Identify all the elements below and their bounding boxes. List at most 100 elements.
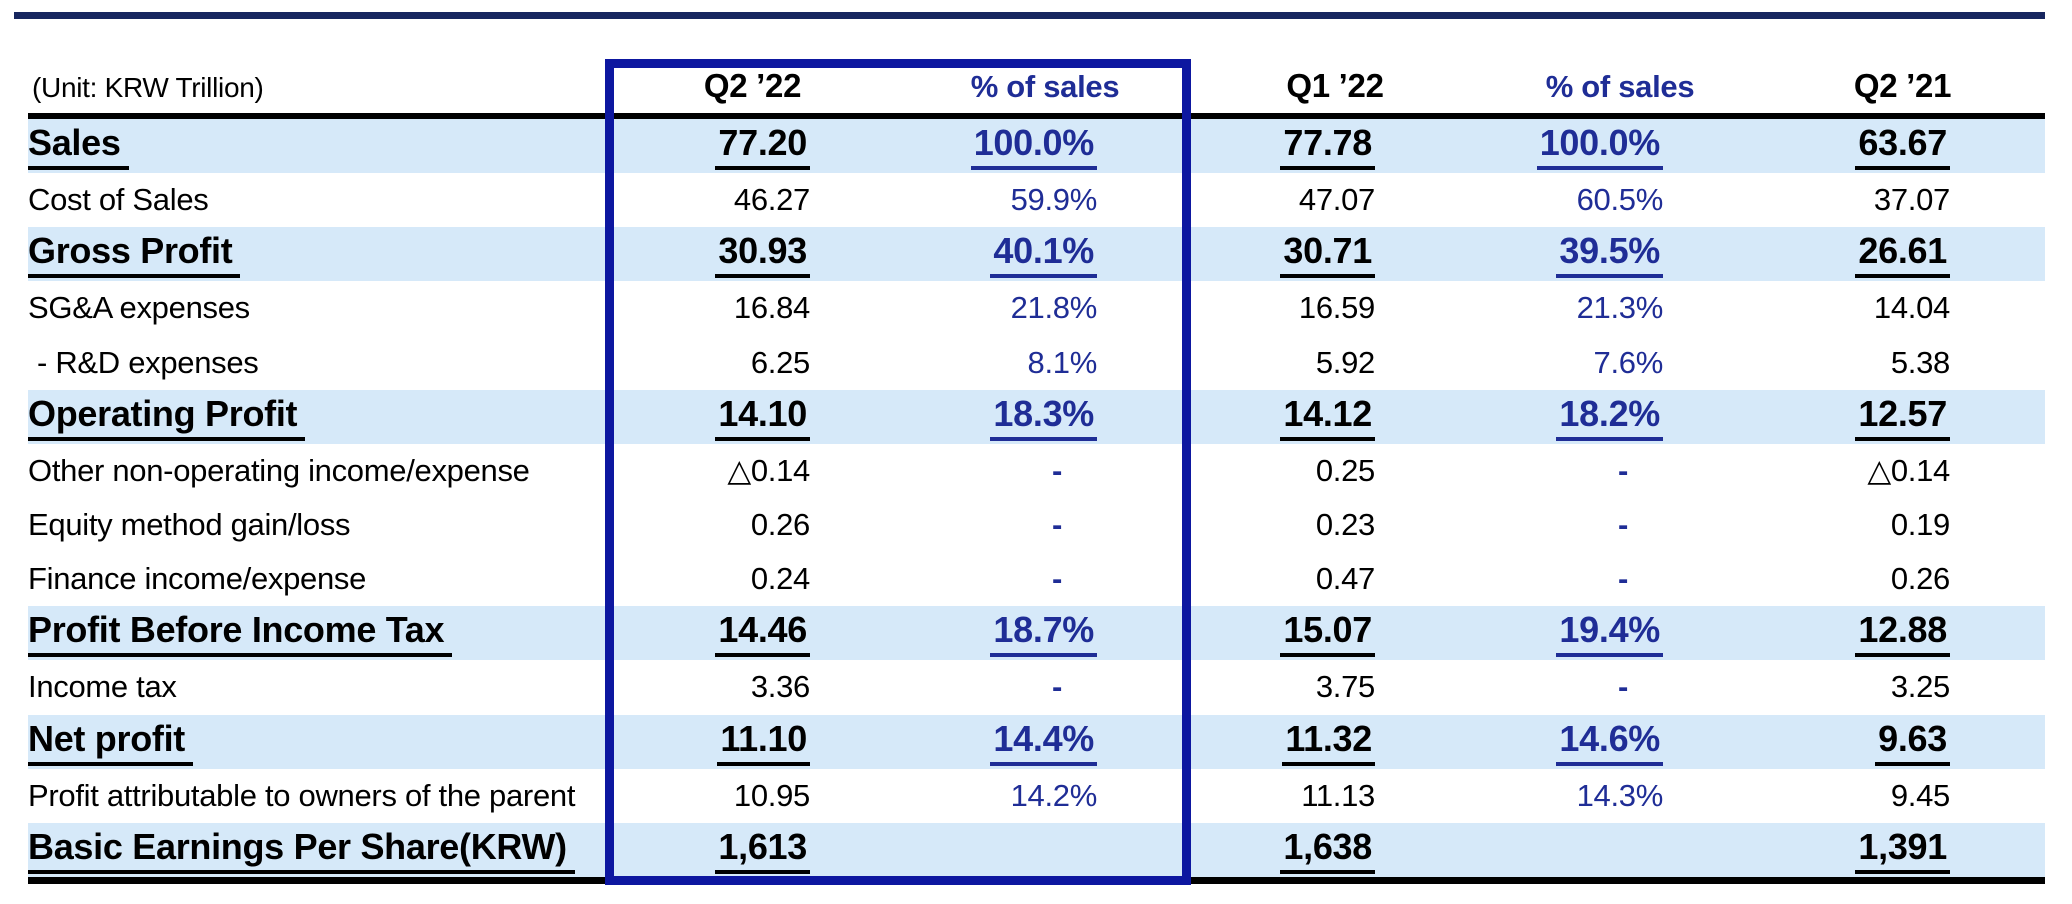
row-label-text: Gross Profit	[28, 230, 241, 279]
pct-cell: 8.1%	[900, 345, 1190, 381]
row-label-text: Profit attributable to owners of the par…	[28, 777, 576, 813]
value-cell: 0.23	[1190, 507, 1480, 543]
cell-value: 14.6%	[1556, 718, 1663, 766]
cell-value: 11.10	[717, 718, 810, 766]
value-cell: 0.25	[1190, 453, 1480, 489]
cell-value: 19.4%	[1556, 609, 1663, 658]
row-label-text: - R&D expenses	[37, 344, 259, 380]
header-divider-line	[28, 113, 2045, 119]
row-label-text: Profit Before Income Tax	[28, 609, 453, 658]
table-row: Gross Profit 30.93 40.1% 30.71 39.5% 26.61	[28, 227, 2045, 282]
cell-value: -	[1051, 561, 1062, 597]
value-cell: △0.14	[605, 453, 900, 489]
cell-value: -	[1617, 669, 1628, 705]
cell-value: 1,391	[1855, 826, 1950, 874]
pct-cell: 59.9%	[900, 182, 1190, 218]
cell-value: 100.0%	[1536, 122, 1663, 171]
pct-cell: 14.6%	[1480, 718, 1760, 766]
row-label: Profit Before Income Tax	[28, 609, 605, 658]
table-row: - R&D expenses 6.25 8.1% 5.92 7.6% 5.38	[28, 336, 2045, 390]
cell-value: -	[1051, 452, 1062, 488]
cell-value: 10.95	[733, 777, 810, 813]
row-label: Net profit	[28, 718, 605, 766]
value-cell: 12.88	[1760, 609, 2045, 658]
pct-cell: 7.6%	[1480, 345, 1760, 381]
cell-value: 0.47	[1315, 561, 1375, 597]
value-cell: 0.26	[1760, 561, 2045, 597]
value-cell: 30.71	[1190, 230, 1480, 279]
cell-value: 46.27	[733, 182, 810, 218]
cell-value: 9.45	[1890, 777, 1950, 813]
column-header-q2-22: Q2 ’22	[703, 66, 802, 104]
row-label: Basic Earnings Per Share(KRW)	[28, 826, 605, 874]
table-row: Profit Before Income Tax 14.46 18.7% 15.07 1…	[28, 606, 2045, 661]
cell-value: -	[1617, 452, 1628, 488]
value-cell: 5.92	[1190, 345, 1480, 381]
cell-value: 16.84	[733, 290, 810, 326]
cell-value: △0.14	[727, 452, 810, 488]
column-header-pct-1: % of sales	[970, 68, 1120, 104]
value-cell: 47.07	[1190, 182, 1480, 218]
cell-value: 0.25	[1315, 452, 1375, 488]
cell-value: 39.5%	[1556, 230, 1663, 279]
cell-value: 100.0%	[970, 122, 1097, 171]
table-bottom-line	[28, 877, 2045, 884]
row-label: Equity method gain/loss	[28, 507, 605, 543]
value-cell: 30.93	[605, 230, 900, 279]
row-label: - R&D expenses	[28, 345, 605, 381]
cell-value: 21.8%	[1010, 290, 1098, 326]
cell-value: 18.3%	[990, 393, 1097, 441]
value-cell: 77.78	[1190, 122, 1480, 171]
table-row: Operating Profit 14.10 18.3% 14.12 18.2% 12.5…	[28, 389, 2045, 444]
row-label-text: SG&A expenses	[28, 290, 250, 326]
table-row: Net profit 11.10 14.4% 11.32 14.6% 9.63	[28, 714, 2045, 769]
pct-cell: -	[900, 561, 1190, 597]
row-label-text: Finance income/expense	[28, 561, 367, 597]
value-cell: 77.20	[605, 122, 900, 171]
table-row: Finance income/expense 0.24 - 0.47 - 0.26	[28, 552, 2045, 606]
value-cell: 0.24	[605, 561, 900, 597]
value-cell: 37.07	[1760, 182, 2045, 218]
value-cell: 12.57	[1760, 393, 2045, 441]
row-label: Sales	[28, 122, 605, 171]
cell-value: 14.04	[1873, 290, 1950, 326]
cell-value: 0.23	[1315, 507, 1375, 543]
cell-value: 1,613	[715, 826, 810, 874]
cell-value: 30.93	[715, 230, 810, 279]
value-cell: 1,638	[1190, 826, 1480, 874]
row-label-text: Sales	[28, 122, 129, 171]
value-cell: 9.45	[1760, 778, 2045, 814]
cell-value: 18.7%	[990, 609, 1097, 658]
value-cell: 6.25	[605, 345, 900, 381]
value-cell: 46.27	[605, 182, 900, 218]
cell-value: 11.13	[1301, 777, 1375, 813]
value-cell: 11.32	[1190, 718, 1480, 766]
cell-value: 0.24	[750, 561, 810, 597]
value-cell: 0.19	[1760, 507, 2045, 543]
cell-value: 40.1%	[990, 230, 1097, 279]
pct-cell: 100.0%	[900, 122, 1190, 171]
value-cell: 10.95	[605, 778, 900, 814]
column-header-q2-21: Q2 ’21	[1853, 66, 1952, 104]
value-cell: 0.26	[605, 507, 900, 543]
table-row: Cost of Sales 46.27 59.9% 47.07 60.5% 37.07	[28, 173, 2045, 227]
row-label: SG&A expenses	[28, 290, 605, 326]
cell-value: 16.59	[1298, 290, 1375, 326]
row-label: Income tax	[28, 669, 605, 705]
cell-value: 6.25	[750, 344, 810, 380]
row-label-text: Income tax	[28, 669, 177, 705]
cell-value: 0.26	[1890, 561, 1950, 597]
pct-cell: 21.8%	[900, 290, 1190, 326]
cell-value: 5.92	[1315, 344, 1375, 380]
table-row: Sales 77.20 100.0% 77.78 100.0% 63.67	[28, 119, 2045, 174]
row-label: Operating Profit	[28, 393, 605, 441]
pct-cell: 19.4%	[1480, 609, 1760, 658]
cell-value: 11.32	[1282, 718, 1375, 766]
pct-cell: -	[1480, 561, 1760, 597]
pct-cell: 60.5%	[1480, 182, 1760, 218]
table-row: Profit attributable to owners of the par…	[28, 769, 2045, 823]
row-label: Profit attributable to owners of the par…	[28, 778, 605, 814]
value-cell: 15.07	[1190, 609, 1480, 658]
value-cell: 14.10	[605, 393, 900, 441]
table-row: SG&A expenses 16.84 21.8% 16.59 21.3% 14.04	[28, 281, 2045, 335]
